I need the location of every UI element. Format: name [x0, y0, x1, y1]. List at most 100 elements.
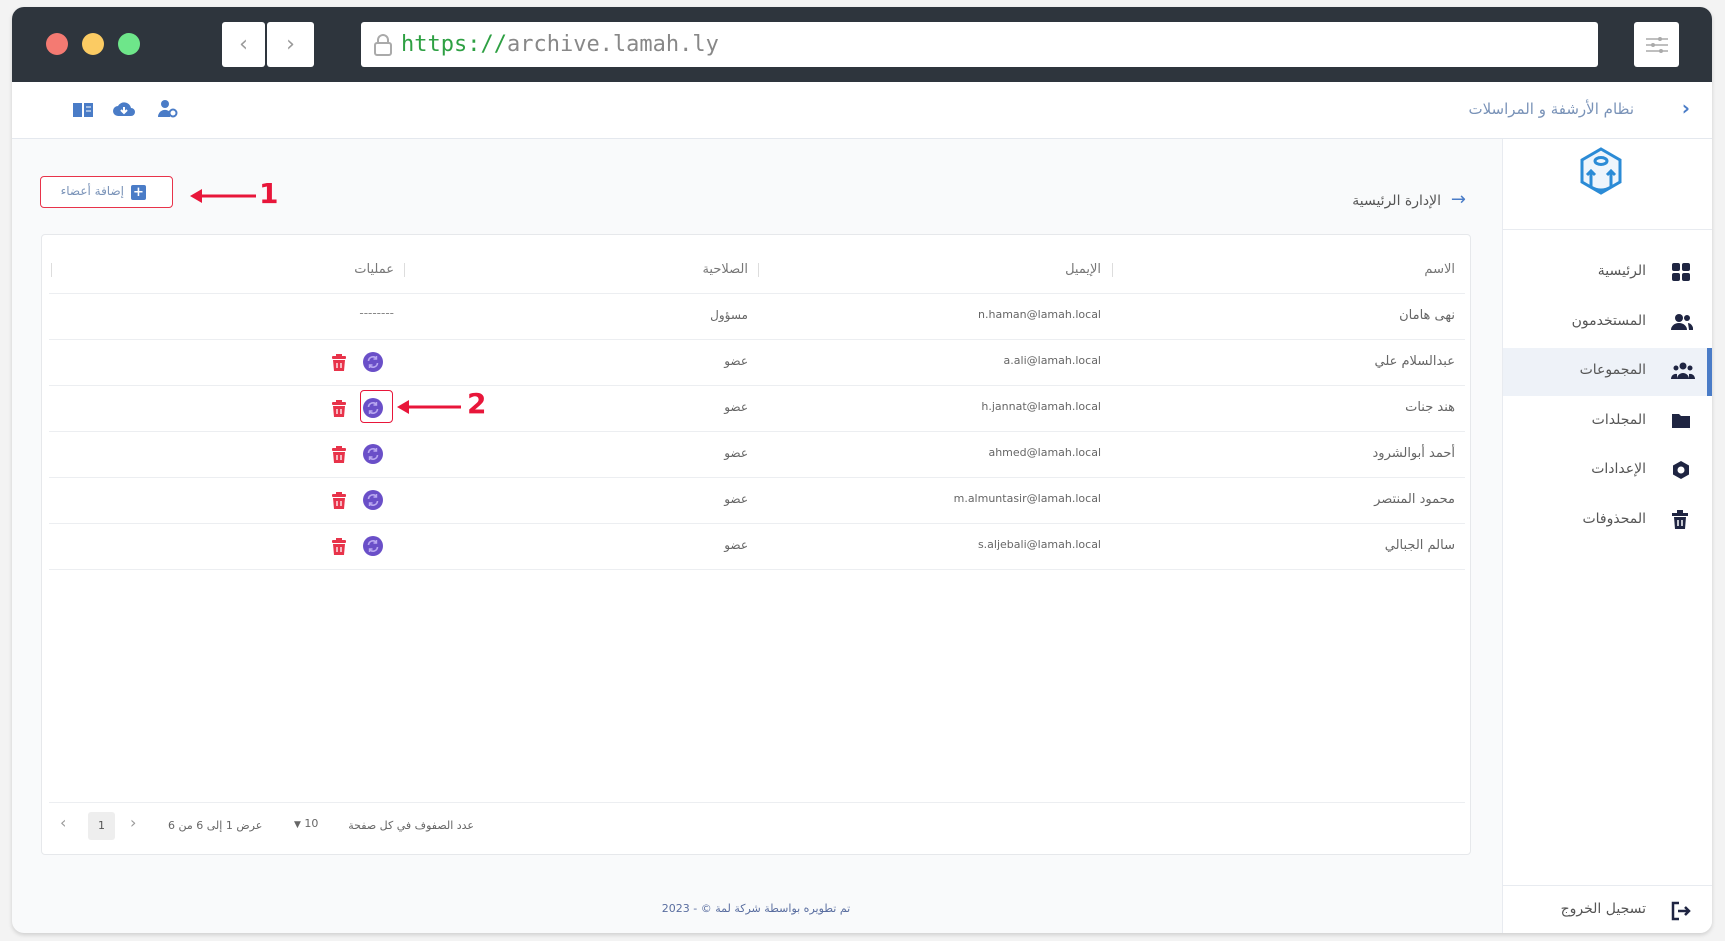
column-separator	[758, 263, 759, 277]
divider	[1503, 885, 1712, 886]
delete-member-button[interactable]	[332, 538, 346, 559]
column-separator	[1112, 263, 1113, 277]
pagination-range: عرض 1 إلى 6 من 6	[168, 819, 263, 832]
change-role-button[interactable]	[363, 536, 383, 560]
sidebar-item-0[interactable]: الرئيسية	[1503, 249, 1712, 297]
trash-icon	[332, 446, 346, 467]
member-name: أحمد أبوالشرود	[1372, 446, 1455, 461]
logout-label: تسجيل الخروج	[1560, 901, 1646, 917]
member-role: عضو	[724, 538, 748, 552]
chevron-left-icon: ‹	[239, 32, 248, 57]
column-header-email: الإيميل	[1065, 262, 1101, 277]
sidebar-item-label: المجموعات	[1579, 362, 1646, 378]
annotation-highlight-box	[360, 390, 393, 423]
arrow-right-icon[interactable]: →	[1450, 189, 1466, 210]
change-role-button[interactable]	[363, 352, 383, 376]
refresh-icon	[363, 490, 383, 514]
sidebar-item-2[interactable]: المجموعات	[1503, 348, 1712, 396]
breadcrumb[interactable]: الإدارة الرئيسية	[1352, 193, 1441, 209]
browser-window: ‹ › https://archive.lamah.ly نظام الأرشف…	[12, 7, 1712, 933]
previous-page-button[interactable]: ‹	[60, 813, 67, 832]
delete-member-button[interactable]	[332, 400, 346, 421]
folder-icon	[1671, 411, 1693, 433]
member-name: سالم الجبالي	[1384, 538, 1455, 553]
sidebar-item-3[interactable]: المجلدات	[1503, 398, 1712, 446]
forward-button[interactable]: ›	[267, 22, 314, 67]
change-role-button[interactable]	[363, 444, 383, 468]
annotation-label-1: 1	[259, 177, 279, 210]
logout-icon	[1671, 901, 1691, 921]
table-row: عبدالسلام علي a.ali@lamah.local عضو	[49, 340, 1465, 386]
maximize-window-button[interactable]	[118, 33, 140, 55]
chevron-right-icon: ›	[286, 32, 295, 57]
group-icon	[1670, 361, 1696, 383]
delete-member-button[interactable]	[332, 446, 346, 467]
logo-icon	[1580, 147, 1622, 195]
change-role-button[interactable]	[363, 490, 383, 514]
table-header-row: الاسم الإيميل الصلاحية عمليات	[49, 248, 1465, 294]
trash-icon	[1671, 509, 1693, 532]
rows-per-page-select[interactable]: ▼ 10	[294, 817, 319, 830]
grid-icon	[1671, 262, 1693, 284]
user-gear-icon[interactable]	[158, 99, 178, 119]
delete-member-button[interactable]	[332, 354, 346, 375]
member-name: عبدالسلام علي	[1374, 354, 1455, 369]
rows-per-page-label: عدد الصفوف في كل صفحة	[348, 819, 474, 832]
trash-icon	[332, 354, 346, 375]
column-header-role: الصلاحية	[702, 262, 748, 277]
refresh-icon	[363, 536, 383, 560]
lock-icon	[374, 33, 392, 56]
minimize-window-button[interactable]	[82, 33, 104, 55]
change-role-button[interactable]	[363, 398, 383, 422]
sidebar-item-label: المستخدمون	[1571, 312, 1646, 329]
url-bar[interactable]: https://archive.lamah.ly	[361, 22, 1598, 67]
table-row: نهى هامان n.haman@lamah.local مسؤول ----…	[49, 294, 1465, 340]
sidebar-item-label: الرئيسية	[1597, 263, 1646, 279]
member-role: عضو	[724, 446, 748, 460]
no-operations: --------	[359, 306, 394, 320]
add-members-label: إضافة أعضاء	[60, 184, 124, 198]
refresh-icon	[363, 444, 383, 468]
cloud-download-icon[interactable]	[113, 100, 135, 118]
book-icon[interactable]	[73, 101, 93, 119]
column-header-operations: عمليات	[354, 262, 394, 277]
table-row: محمود المنتصر m.almuntasir@lamah.local ع…	[49, 478, 1465, 524]
settings-button[interactable]	[1634, 22, 1679, 67]
annotation-arrow-1	[190, 189, 256, 203]
sidebar-item-label: المحذوفات	[1582, 510, 1646, 527]
collapse-chevron-icon[interactable]: ›	[1681, 96, 1690, 120]
member-role: عضو	[724, 492, 748, 506]
member-name: هند جنات	[1405, 400, 1455, 415]
delete-member-button[interactable]	[332, 492, 346, 513]
divider	[49, 802, 1465, 803]
member-email: m.almuntasir@lamah.local	[953, 492, 1101, 505]
sidebar-item-1[interactable]: المستخدمون	[1503, 299, 1712, 347]
plus-icon: +	[131, 185, 146, 200]
annotation-label-2: 2	[467, 387, 487, 420]
member-name: نهى هامان	[1399, 308, 1455, 323]
next-page-button[interactable]: ›	[130, 813, 137, 832]
close-window-button[interactable]	[46, 33, 68, 55]
table-row: هند جنات h.jannat@lamah.local عضو	[49, 386, 1465, 432]
users-icon	[1671, 312, 1694, 334]
add-members-button[interactable]: إضافة أعضاء +	[40, 176, 173, 208]
page-1-button[interactable]: 1	[88, 812, 115, 840]
sliders-icon	[1645, 36, 1668, 53]
logout-button[interactable]: تسجيل الخروج	[1503, 889, 1712, 933]
sidebar-item-4[interactable]: الإعدادات	[1503, 447, 1712, 495]
app-header: نظام الأرشفة و المراسلات ›	[12, 82, 1712, 139]
browser-titlebar: ‹ › https://archive.lamah.ly	[12, 7, 1712, 82]
column-separator	[404, 263, 405, 277]
member-role: مسؤول	[710, 308, 748, 322]
member-email: ahmed@lamah.local	[988, 446, 1101, 459]
sidebar-item-label: المجلدات	[1591, 411, 1646, 428]
trash-icon	[332, 400, 346, 421]
sidebar-item-5[interactable]: المحذوفات	[1503, 497, 1712, 545]
back-button[interactable]: ‹	[222, 22, 265, 67]
annotation-arrow-2	[397, 400, 461, 414]
rows-per-page-value: 10	[304, 817, 319, 830]
divider	[1503, 229, 1712, 230]
table-row: سالم الجبالي s.aljebali@lamah.local عضو	[49, 524, 1465, 570]
app-title: نظام الأرشفة و المراسلات	[1468, 100, 1634, 118]
trash-icon	[332, 538, 346, 559]
